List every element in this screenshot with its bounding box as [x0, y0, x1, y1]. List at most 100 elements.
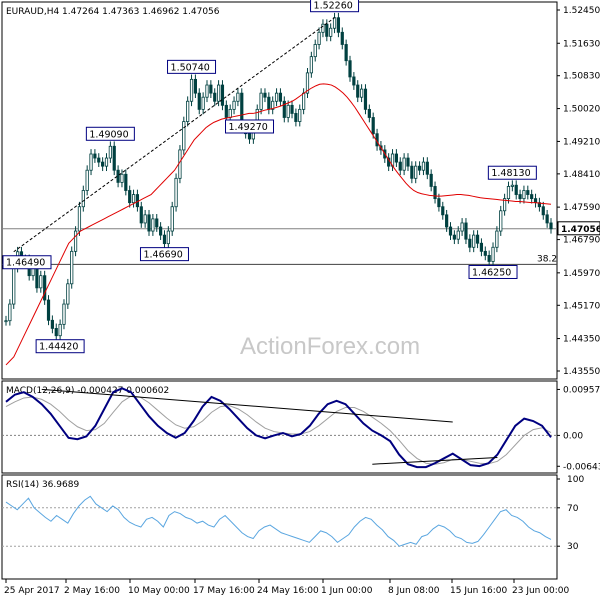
candle-body — [317, 31, 321, 45]
candle-body — [259, 92, 263, 110]
candle-body — [282, 100, 286, 118]
y-tick-label: 1.46790 — [563, 236, 600, 246]
fib-level-label: 38.2 — [537, 254, 557, 264]
candle-body — [325, 23, 329, 37]
candle-body — [298, 108, 302, 122]
x-tick-label: 17 May 16:00 — [193, 586, 255, 596]
macd-line — [5, 387, 552, 469]
candle-body — [448, 226, 453, 236]
x-tick-label: 25 Apr 2017 — [4, 586, 60, 596]
candle-body — [526, 190, 530, 195]
candle-body — [360, 88, 364, 98]
price-annotation-label: 1.44420 — [39, 342, 78, 353]
y-tick-label: 1.52450 — [563, 6, 600, 16]
price-panel: EURAUD,H4 1.47264 1.47363 1.46962 1.4705… — [2, 0, 600, 377]
candle-body — [530, 194, 534, 200]
candle-body — [4, 320, 8, 323]
rsi-title: RSI(14) 36.9689 — [6, 480, 79, 490]
candle-body — [394, 153, 398, 163]
y-tick-label: 1.45970 — [563, 269, 600, 279]
candle-body — [305, 72, 310, 94]
candle-body — [70, 250, 74, 285]
price-annotation-label: 1.52260 — [314, 1, 353, 12]
y-tick-label: 1.45170 — [563, 301, 600, 311]
candle-body — [112, 145, 116, 171]
candle-body — [220, 84, 225, 106]
candle-body — [174, 177, 178, 208]
candle-body — [58, 323, 62, 337]
candle-body — [108, 145, 112, 159]
macd-y-tick-label: -0.006433 — [563, 462, 600, 472]
price-annotation-box — [468, 264, 518, 279]
candle-body — [274, 92, 279, 102]
candle-body — [402, 157, 406, 171]
candle-body — [62, 303, 66, 325]
candle-body — [290, 104, 294, 114]
candle-body — [182, 121, 186, 151]
candle-body — [247, 133, 252, 140]
candle-body — [159, 226, 163, 236]
candle-body — [495, 230, 499, 248]
candle-body — [429, 173, 433, 187]
candle-body — [271, 100, 275, 110]
candle-body — [151, 218, 155, 232]
candle-body — [464, 222, 468, 240]
candle-body — [166, 230, 170, 245]
candle-body — [186, 100, 190, 122]
candle-body — [93, 153, 97, 159]
price-title: EURAUD,H4 1.47264 1.47363 1.46962 1.4705… — [6, 7, 220, 17]
macd-y-tick-label: 0.00 — [563, 431, 583, 441]
candle-body — [8, 303, 12, 322]
candle-body — [468, 238, 472, 248]
y-tick-label: 1.51630 — [563, 39, 600, 49]
candle-body — [66, 283, 70, 305]
candle-body — [309, 56, 313, 74]
candle-body — [170, 206, 174, 232]
candle-body — [263, 92, 267, 98]
price-annotation-box — [2, 255, 52, 270]
price-annotation-box — [487, 165, 537, 180]
price-annotation-box — [225, 119, 275, 134]
candle-body — [147, 214, 151, 232]
candle-body — [39, 275, 43, 289]
candle-body — [43, 275, 47, 301]
candle-body — [128, 190, 132, 204]
candle-body — [406, 157, 410, 167]
y-tick-label: 1.43550 — [563, 367, 600, 377]
price-annotation-label: 1.48130 — [491, 168, 530, 179]
candle-body — [491, 246, 495, 262]
x-tick-label: 2 May 16:00 — [64, 586, 120, 596]
price-annotation-label: 1.50740 — [171, 62, 210, 73]
candle-body — [499, 210, 503, 232]
candle-body — [414, 165, 418, 179]
candle-body — [421, 161, 426, 171]
candle-body — [224, 104, 228, 118]
candle-body — [232, 100, 236, 110]
candle-body — [329, 27, 333, 37]
candle-body — [545, 214, 549, 224]
candle-body — [441, 206, 445, 216]
candle-body — [352, 76, 356, 86]
macd-divergence-line-bottom — [372, 456, 498, 465]
candle-body — [356, 84, 360, 98]
price-annotation-box — [35, 339, 85, 354]
price-annotation-box — [310, 0, 360, 13]
y-tick-label: 1.44350 — [563, 335, 600, 345]
candle-body — [518, 194, 522, 200]
candle-body — [425, 161, 429, 175]
price-annotation-box — [167, 59, 217, 74]
candle-body — [363, 88, 368, 110]
candle-body — [487, 254, 491, 262]
panel-border-2 — [1, 474, 558, 580]
y-tick-label: 1.47590 — [563, 203, 600, 213]
candle-body — [348, 60, 352, 78]
candle-body — [116, 169, 120, 183]
candle-body — [35, 267, 39, 289]
candle-body — [398, 161, 402, 171]
rsi-panel: RSI(14) 36.9689 100 70 30 — [2, 475, 584, 552]
y-tick-label: 1.50020 — [563, 105, 600, 115]
candle-body — [189, 78, 194, 102]
candle-body — [155, 218, 159, 228]
candle-body — [344, 44, 348, 62]
